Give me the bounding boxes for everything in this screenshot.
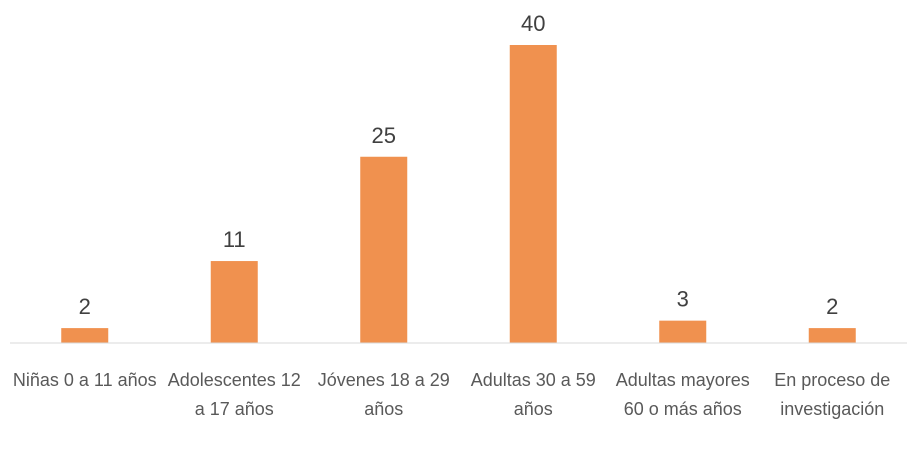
bar xyxy=(659,320,707,343)
x-tick-label: Niñas 0 a 11 años xyxy=(12,370,157,390)
x-tick-label: En proceso de investigación xyxy=(774,370,891,419)
data-label: 25 xyxy=(372,123,396,148)
data-label: 11 xyxy=(223,227,246,252)
data-label: 2 xyxy=(826,294,838,319)
data-label: 2 xyxy=(79,294,91,319)
x-tick-label: Jóvenes 18 a 29 años xyxy=(317,370,450,419)
bar xyxy=(61,328,109,343)
data-label: 3 xyxy=(677,287,689,312)
x-tick-label: Adultas 30 a 59 años xyxy=(470,370,596,419)
x-tick-label: Adolescentes 12 a 17 años xyxy=(167,370,301,419)
data-label: 40 xyxy=(521,11,545,36)
bar xyxy=(808,328,856,343)
bar xyxy=(509,45,557,343)
bar xyxy=(210,261,258,343)
bar xyxy=(360,156,408,343)
x-tick-label: Adultas mayores 60 o más años xyxy=(615,370,750,419)
